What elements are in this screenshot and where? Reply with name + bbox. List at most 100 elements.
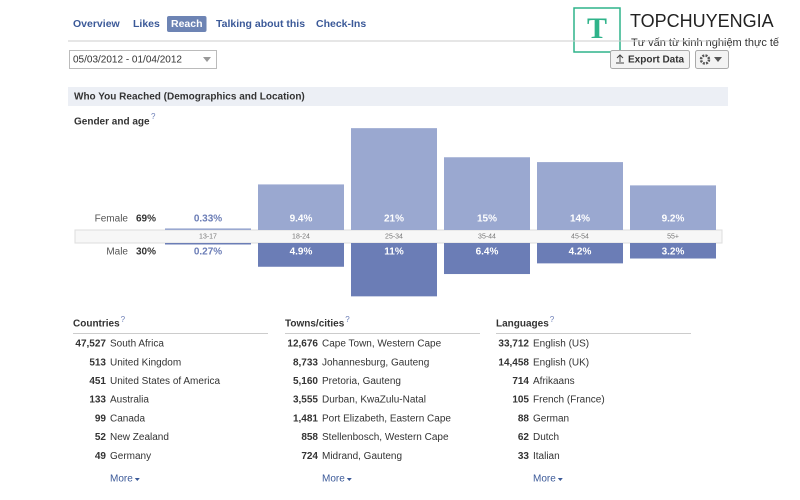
list-count: 8,733 bbox=[293, 357, 318, 368]
list-name: Johannesburg, Gauteng bbox=[322, 357, 429, 368]
logo-letter: T bbox=[587, 12, 607, 45]
section-header bbox=[68, 87, 728, 106]
male-bar bbox=[351, 243, 437, 297]
gear-icon bbox=[699, 54, 711, 65]
list-count: 14,458 bbox=[498, 357, 529, 368]
tab[interactable]: Check-Ins bbox=[316, 18, 366, 30]
bar-label: 9.2% bbox=[662, 214, 685, 225]
list-count: 724 bbox=[301, 451, 318, 462]
dropdown-arrow bbox=[203, 57, 211, 62]
date-range[interactable]: 05/03/2012 - 01/04/2012 bbox=[73, 55, 182, 66]
list-name: Midrand, Gauteng bbox=[322, 451, 402, 462]
more-arrow bbox=[134, 478, 140, 481]
list-count: 49 bbox=[95, 451, 107, 462]
list-count: 133 bbox=[89, 395, 106, 406]
more-link[interactable]: More bbox=[322, 474, 345, 485]
dropdown-arrow bbox=[714, 57, 722, 62]
more-link[interactable]: More bbox=[110, 474, 133, 485]
help-mark[interactable]: ? bbox=[345, 315, 350, 324]
settings-button[interactable] bbox=[695, 50, 729, 69]
female-bar bbox=[630, 185, 716, 230]
list-name: Canada bbox=[110, 413, 145, 424]
age-label: 13-17 bbox=[199, 233, 217, 240]
help-mark[interactable]: ? bbox=[121, 315, 126, 324]
active-tab[interactable] bbox=[167, 16, 207, 32]
list-name: Stellenbosch, Western Cape bbox=[322, 432, 449, 443]
list-count: 105 bbox=[512, 395, 529, 406]
age-label: 35-44 bbox=[478, 233, 496, 240]
list-count: 88 bbox=[518, 413, 530, 424]
list-name: Germany bbox=[110, 451, 151, 462]
male-bar bbox=[630, 243, 716, 259]
bar-label: 11% bbox=[384, 247, 404, 258]
list-name: Italian bbox=[533, 451, 560, 462]
list-count: 714 bbox=[512, 376, 529, 387]
list-title: Languages bbox=[496, 319, 549, 330]
list-name: English (UK) bbox=[533, 357, 589, 368]
bar-label: 4.9% bbox=[290, 247, 313, 258]
bar-label: 0.33% bbox=[194, 214, 222, 225]
bar-label: 3.2% bbox=[662, 247, 685, 258]
list-name: South Africa bbox=[110, 339, 164, 350]
age-label: 18-24 bbox=[292, 233, 310, 240]
export-label[interactable]: Export Data bbox=[628, 55, 685, 66]
bar-label: 21% bbox=[384, 214, 404, 225]
female-bar bbox=[165, 228, 251, 230]
more-link[interactable]: More bbox=[533, 474, 556, 485]
bar-label: 9.4% bbox=[290, 214, 313, 225]
female-bar bbox=[537, 162, 623, 230]
gender-label: Female bbox=[95, 214, 129, 225]
list-count: 99 bbox=[95, 413, 107, 424]
age-label: 55+ bbox=[667, 233, 679, 240]
list-count: 33,712 bbox=[498, 339, 529, 350]
tab[interactable]: Talking about this bbox=[216, 18, 305, 30]
list-count: 1,481 bbox=[293, 413, 318, 424]
female-bar bbox=[444, 157, 530, 230]
gender-label: Male bbox=[106, 247, 128, 258]
tab[interactable]: Overview bbox=[73, 18, 121, 30]
list-name: United Kingdom bbox=[110, 357, 181, 368]
male-bar bbox=[444, 243, 530, 275]
list-name: New Zealand bbox=[110, 432, 169, 443]
list-count: 52 bbox=[95, 432, 107, 443]
list-count: 62 bbox=[518, 432, 530, 443]
female-bar bbox=[351, 128, 437, 230]
list-name: French (France) bbox=[533, 395, 605, 406]
bar-label: 14% bbox=[570, 214, 590, 225]
more-arrow bbox=[557, 478, 563, 481]
list-count: 33 bbox=[518, 451, 530, 462]
male-bar bbox=[537, 243, 623, 264]
bar-label: 15% bbox=[477, 214, 497, 225]
male-bar bbox=[165, 243, 251, 245]
list-name: Dutch bbox=[533, 432, 559, 443]
help-mark[interactable]: ? bbox=[550, 315, 555, 324]
female-bar bbox=[258, 184, 344, 230]
list-count: 3,555 bbox=[293, 395, 318, 406]
list-name: Pretoria, Gauteng bbox=[322, 376, 401, 387]
list-name: Afrikaans bbox=[533, 376, 575, 387]
bar-label: 4.2% bbox=[569, 247, 592, 258]
list-title: Countries bbox=[73, 319, 120, 330]
tab[interactable]: Reach bbox=[171, 18, 203, 30]
male-bar bbox=[258, 243, 344, 267]
logo-box bbox=[573, 7, 621, 53]
list-title: Towns/cities bbox=[285, 319, 345, 330]
gender-total: 69% bbox=[136, 214, 156, 225]
help-mark[interactable]: ? bbox=[151, 112, 156, 121]
tab[interactable]: Likes bbox=[133, 18, 160, 30]
date-selector[interactable] bbox=[69, 50, 217, 69]
export-button[interactable] bbox=[610, 50, 690, 69]
list-count: 47,527 bbox=[75, 339, 106, 350]
export-icon bbox=[616, 54, 624, 64]
list-count: 858 bbox=[301, 432, 318, 443]
list-count: 5,160 bbox=[293, 376, 318, 387]
list-name: English (US) bbox=[533, 339, 589, 350]
gender-total: 30% bbox=[136, 247, 156, 258]
list-name: German bbox=[533, 413, 569, 424]
chart-title: Gender and age bbox=[74, 117, 150, 128]
list-name: Durban, KwaZulu-Natal bbox=[322, 395, 426, 406]
bar-label: 6.4% bbox=[476, 247, 499, 258]
age-label: 45-54 bbox=[571, 233, 589, 240]
bar-label: 0.27% bbox=[194, 247, 222, 258]
